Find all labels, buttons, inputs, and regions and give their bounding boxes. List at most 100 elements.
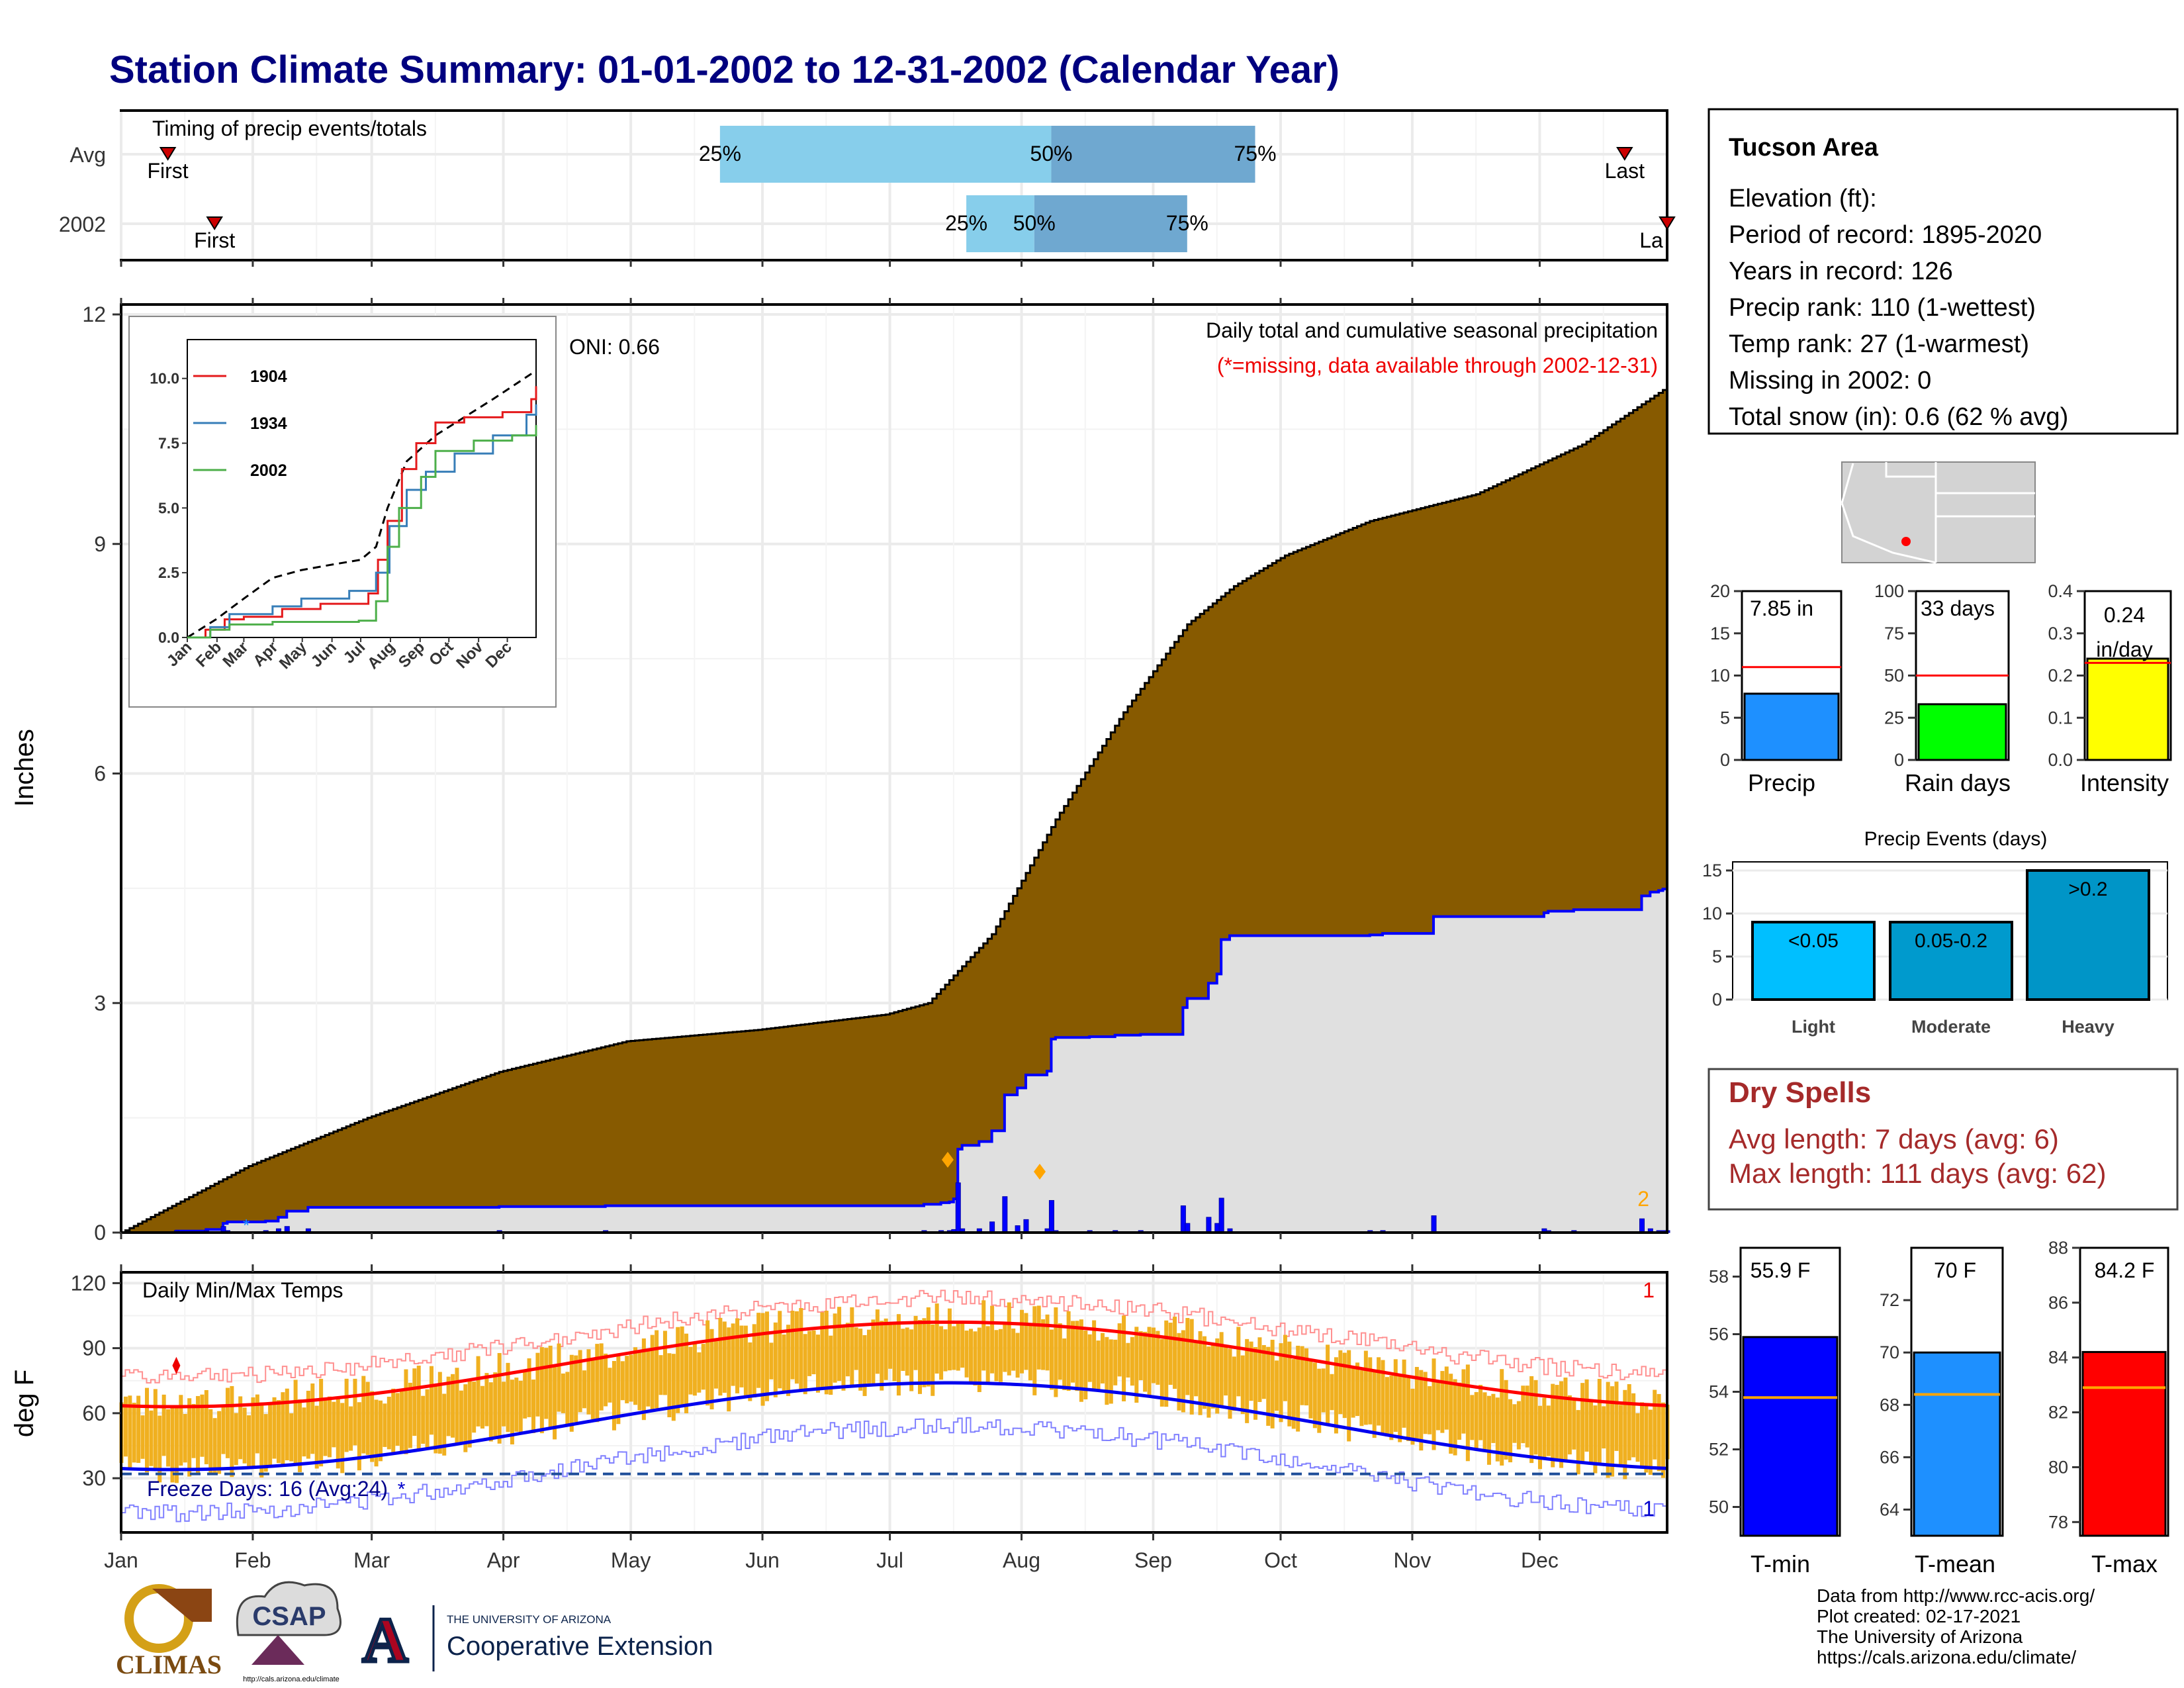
events-category-label: Light bbox=[1792, 1017, 1835, 1037]
daily-temp-bar bbox=[1283, 1335, 1287, 1401]
mini-bar-tick-label: 15 bbox=[1710, 624, 1730, 643]
timing-bars: 25% 50% 75% First Last 25% 50% 75% First La bbox=[147, 126, 1676, 252]
daily-temp-bar bbox=[667, 1353, 672, 1418]
daily-temp-bar bbox=[599, 1343, 604, 1411]
daily-temp-bar bbox=[1054, 1307, 1058, 1397]
footer-plot-created: Plot created: 02-17-2021 bbox=[1817, 1606, 2021, 1626]
mini-bar-tick-label: 0 bbox=[1894, 750, 1904, 770]
last-event-label: Last bbox=[1605, 159, 1645, 183]
footer-data-source: Data from http://www.rcc-acis.org/ bbox=[1817, 1585, 2095, 1606]
daily-temp-bar bbox=[285, 1388, 289, 1460]
station-precip-rank: Precip rank: 110 (1-wettest) bbox=[1729, 294, 2036, 322]
avg-min-line bbox=[120, 1381, 1668, 1472]
daily-temp-bar bbox=[1618, 1405, 1623, 1466]
daily-temp-bar bbox=[378, 1400, 383, 1462]
daily-temp-bar bbox=[943, 1329, 948, 1372]
daily-temp-bar bbox=[641, 1338, 646, 1421]
daily-temp-bar bbox=[1372, 1372, 1377, 1438]
daily-temp-bar bbox=[221, 1407, 226, 1454]
inset-legend-label: 2002 bbox=[250, 461, 287, 480]
daily-temp-bar bbox=[408, 1382, 412, 1448]
month-tick-label: Jun bbox=[745, 1548, 780, 1572]
daily-temp-bar bbox=[862, 1335, 867, 1396]
daily-temp-bar bbox=[705, 1320, 710, 1406]
summary-bar-labels: Precip Rain days Intensity 7.85 in 33 da… bbox=[1748, 596, 2169, 796]
daily-temp-bar bbox=[455, 1368, 459, 1443]
daily-temp-bar bbox=[565, 1372, 570, 1426]
station-snow: Total snow (in): 0.6 (62 % avg) bbox=[1729, 403, 2068, 431]
daily-temp-bar bbox=[425, 1389, 430, 1450]
temp-bar-tick-label: 50 bbox=[1709, 1497, 1729, 1517]
month-tick-label: Mar bbox=[353, 1548, 390, 1572]
timing-p75-label: 75% bbox=[1234, 142, 1276, 165]
daily-temp-bar bbox=[880, 1321, 884, 1391]
mini-bar-tick-label: 5 bbox=[1720, 708, 1730, 727]
events-tick-label: 0 bbox=[1712, 990, 1722, 1009]
daily-temp-bar bbox=[344, 1378, 349, 1452]
daily-temp-bar bbox=[1648, 1409, 1653, 1475]
daily-precip-bar bbox=[1023, 1219, 1029, 1233]
daily-temp-bar bbox=[332, 1401, 336, 1448]
precip-bar-value: 7.85 in bbox=[1750, 596, 1813, 620]
daily-temp-bar bbox=[272, 1397, 277, 1459]
daily-temp-bar bbox=[518, 1380, 523, 1434]
daily-temp-bar bbox=[1465, 1364, 1470, 1462]
daily-temp-bar bbox=[731, 1323, 735, 1386]
event-marker-aug bbox=[1034, 1164, 1046, 1180]
daily-temp-bar bbox=[1342, 1352, 1347, 1419]
mini-bar-tick-label: 0.1 bbox=[2048, 708, 2073, 727]
temp-bar-tick-label: 88 bbox=[2048, 1238, 2068, 1258]
tmean-label: T-mean bbox=[1915, 1550, 1995, 1577]
events-tick-label: 10 bbox=[1702, 904, 1722, 923]
daily-temp-bar bbox=[1206, 1346, 1211, 1418]
tmax-value: 84.2 F bbox=[2095, 1258, 2155, 1282]
daily-temp-bar bbox=[854, 1327, 858, 1370]
temperature-bar-charts: 50 52 54 56 58 64 66 68 70 72 78 80 82 84 86 88 bbox=[1709, 1238, 2169, 1537]
daily-temp-bar bbox=[841, 1325, 846, 1391]
daily-temp-bar bbox=[727, 1327, 731, 1412]
daily-temp-bar bbox=[1210, 1344, 1215, 1409]
daily-temp-bar bbox=[149, 1410, 154, 1466]
daily-temp-bar bbox=[1138, 1331, 1143, 1380]
daily-temp-bar bbox=[1537, 1405, 1542, 1470]
daily-temp-bar bbox=[247, 1415, 251, 1466]
daily-temp-bar bbox=[1419, 1370, 1424, 1451]
daily-temp-bar bbox=[905, 1327, 909, 1376]
first-event-marker bbox=[159, 147, 177, 161]
daily-temp-bar bbox=[1576, 1410, 1580, 1475]
precip-missing-caption: (*=missing, data available through 2002-… bbox=[1217, 353, 1658, 377]
daily-temp-bar bbox=[811, 1330, 816, 1375]
dry-spells-title: Dry Spells bbox=[1729, 1076, 1871, 1109]
temp-content: * bbox=[119, 1289, 1670, 1523]
daily-temp-bar bbox=[1240, 1355, 1245, 1415]
daily-temp-bar bbox=[1100, 1333, 1105, 1383]
events-bar-label: 0.05-0.2 bbox=[1915, 930, 1987, 952]
temp-panel: * 30 60 90 120 deg F Daily Min/Max Temps Fr… bbox=[10, 1264, 1670, 1572]
daily-temp-bar bbox=[947, 1308, 952, 1371]
daily-temp-bar bbox=[1177, 1333, 1181, 1411]
daily-temp-bar bbox=[1525, 1385, 1529, 1448]
daily-temp-bar bbox=[1028, 1324, 1032, 1381]
station-info-box: Tucson Area Elevation (ft): Period of re… bbox=[1707, 108, 2179, 435]
daily-temp-bar bbox=[1130, 1336, 1134, 1386]
daily-temp-bar bbox=[1521, 1385, 1525, 1444]
daily-temp-bar bbox=[1109, 1339, 1113, 1404]
daily-temp-bar bbox=[1461, 1369, 1466, 1434]
temp-bar-tick-label: 56 bbox=[1709, 1325, 1729, 1344]
daily-temp-bar bbox=[807, 1331, 812, 1376]
daily-temp-bar bbox=[416, 1366, 421, 1452]
daily-temp-bar bbox=[1546, 1405, 1551, 1456]
daily-temp-bar bbox=[298, 1399, 302, 1472]
daily-temp-bar bbox=[1275, 1360, 1279, 1411]
daily-temp-bar bbox=[1385, 1377, 1389, 1437]
temp-bar-tick-label: 64 bbox=[1880, 1499, 1899, 1519]
daily-temp-bar bbox=[1202, 1336, 1206, 1409]
daily-temp-bar bbox=[1134, 1327, 1139, 1403]
daily-temp-bar bbox=[349, 1406, 353, 1451]
dry-spells-box: Dry Spells Avg length: 7 days (avg: 6) M… bbox=[1707, 1068, 2179, 1211]
daily-temp-bar bbox=[429, 1366, 433, 1435]
snow-marker: * bbox=[243, 1215, 250, 1235]
daily-temp-bar bbox=[1435, 1382, 1440, 1430]
inset-y-tick-label: 5.0 bbox=[158, 499, 179, 516]
